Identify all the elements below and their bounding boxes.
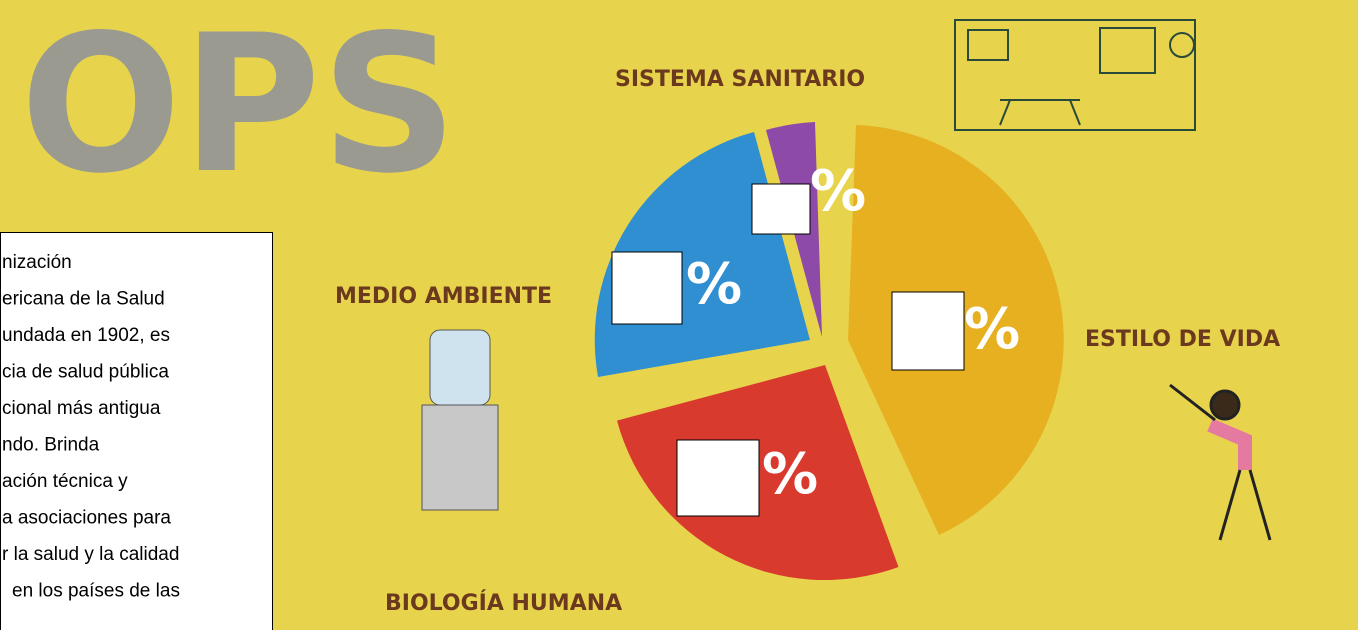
text-line: ndo. Brinda xyxy=(2,435,100,456)
label: ESTILO DE VIDA xyxy=(1085,327,1280,352)
percent: % xyxy=(810,159,866,224)
percent: % xyxy=(686,252,742,317)
text-line: nización xyxy=(2,252,72,273)
text-line: en los países de las xyxy=(12,581,180,602)
percent: % xyxy=(964,297,1020,362)
page: OPS SISTEMA SANITARIO MEDIO AMBIENTE EST… xyxy=(0,0,1364,630)
text-line: cia de salud pública xyxy=(2,362,169,383)
percent: % xyxy=(762,442,818,507)
blank-box xyxy=(892,292,964,370)
label: BIOLOGÍA HUMANA xyxy=(385,590,622,616)
screenshot: OPS SISTEMA SANITARIO MEDIO AMBIENTE EST… xyxy=(0,0,1364,630)
label: MEDIO AMBIENTE xyxy=(335,284,552,309)
text-line: undada en 1902, es xyxy=(2,325,170,346)
blank-box xyxy=(752,184,810,234)
text-line: ericana de la Salud xyxy=(2,289,165,310)
text-line: cional más antigua xyxy=(2,398,161,419)
text-line: ación técnica y xyxy=(2,471,128,492)
label: SISTEMA SANITARIO xyxy=(615,67,865,92)
text-line: r la salud y la calidad xyxy=(2,544,179,565)
blank-box xyxy=(677,440,759,516)
blank-box xyxy=(612,252,682,324)
logo: OPS xyxy=(20,0,458,215)
water-cooler xyxy=(422,330,498,510)
text-line: a asociaciones para xyxy=(2,508,171,529)
